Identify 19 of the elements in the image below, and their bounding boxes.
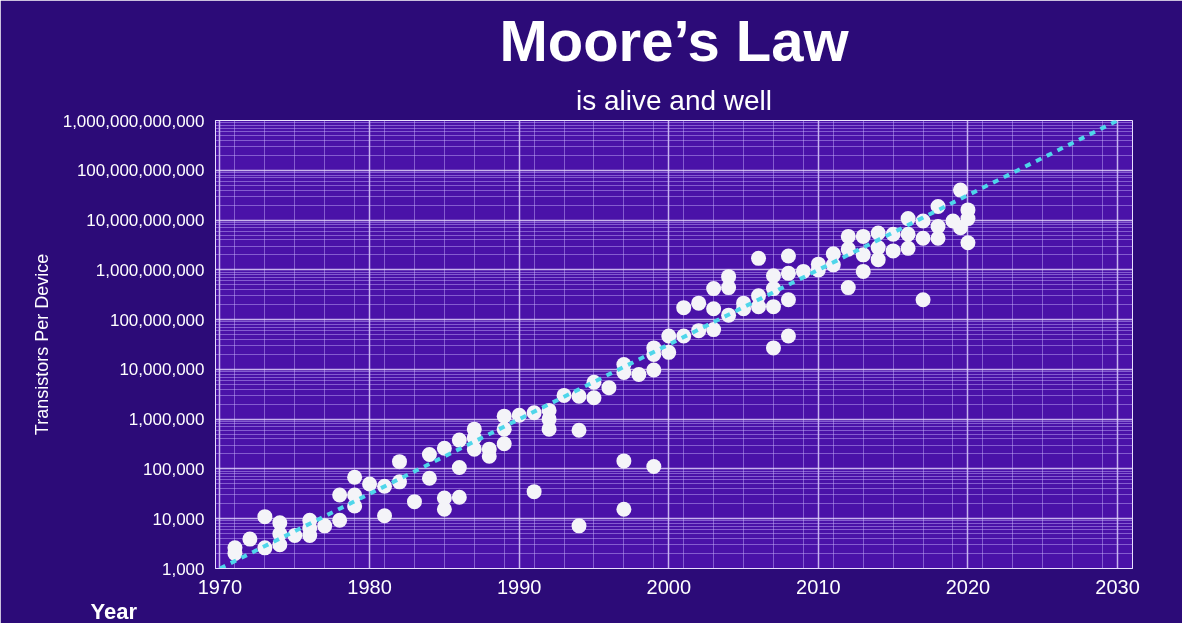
y-tick-label: 10,000 xyxy=(152,509,205,529)
y-axis-title: Transistors Per Device xyxy=(31,253,52,436)
chart-subtitle: is alive and well xyxy=(575,84,773,116)
y-tick-label: 100,000 xyxy=(143,459,205,479)
y-tick-label: 1,000,000,000,000 xyxy=(62,111,205,131)
x-axis-title: Year xyxy=(90,598,138,623)
x-tick-label: 2000 xyxy=(646,575,692,598)
x-tick-label: 2010 xyxy=(796,575,841,598)
y-tick-label: 100,000,000 xyxy=(109,310,205,330)
x-tick-label: 1990 xyxy=(496,575,542,598)
y-tick-label: 100,000,000,000 xyxy=(76,161,205,181)
y-tick-label: 1,000,000 xyxy=(128,410,205,430)
y-tick-label: 1,000,000,000 xyxy=(95,260,205,280)
x-tick-label: 2020 xyxy=(945,575,991,598)
y-tick-label: 10,000,000 xyxy=(119,360,205,380)
y-tick-label: 10,000,000,000 xyxy=(86,211,205,231)
chart-title: Moore’s Law xyxy=(499,7,850,73)
x-tick-label: 2030 xyxy=(1095,575,1140,598)
x-tick-label: 1980 xyxy=(347,575,392,598)
